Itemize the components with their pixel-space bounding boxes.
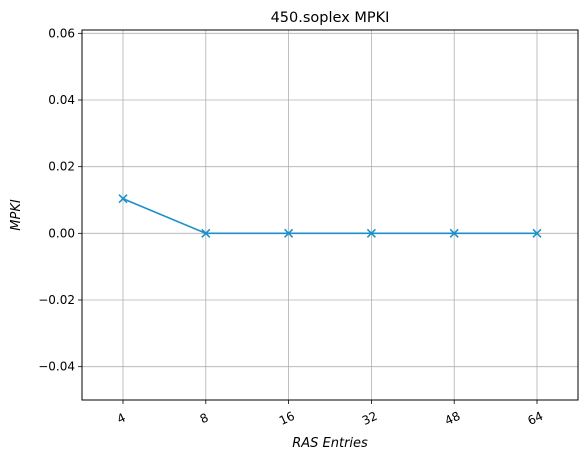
x-tick-label: 8: [198, 410, 211, 426]
x-tick-label: 48: [443, 409, 463, 428]
y-tick-label: 0.02: [48, 160, 75, 174]
y-axis-label: MPKI: [9, 199, 24, 231]
plot-frame: [82, 30, 578, 400]
x-tick-label: 32: [360, 409, 380, 428]
series-layer: [119, 195, 541, 238]
x-tick-label: 16: [277, 409, 297, 428]
x-axis-label: RAS Entries: [292, 436, 368, 451]
x-tick-label: 64: [525, 409, 545, 428]
tick-layer: 4 8 16 32 48 64−0.04−0.020.000.020.040.06: [38, 26, 545, 428]
y-tick-label: 0.00: [48, 226, 75, 240]
grid: [82, 30, 578, 400]
y-tick-label: −0.04: [38, 360, 75, 374]
chart-title: 450.soplex MPKI: [271, 10, 390, 26]
y-tick-label: 0.06: [48, 26, 75, 40]
series-line: [123, 199, 537, 234]
x-tick-label: 4: [115, 410, 128, 426]
y-tick-label: 0.04: [48, 93, 75, 107]
y-tick-label: −0.02: [38, 293, 75, 307]
